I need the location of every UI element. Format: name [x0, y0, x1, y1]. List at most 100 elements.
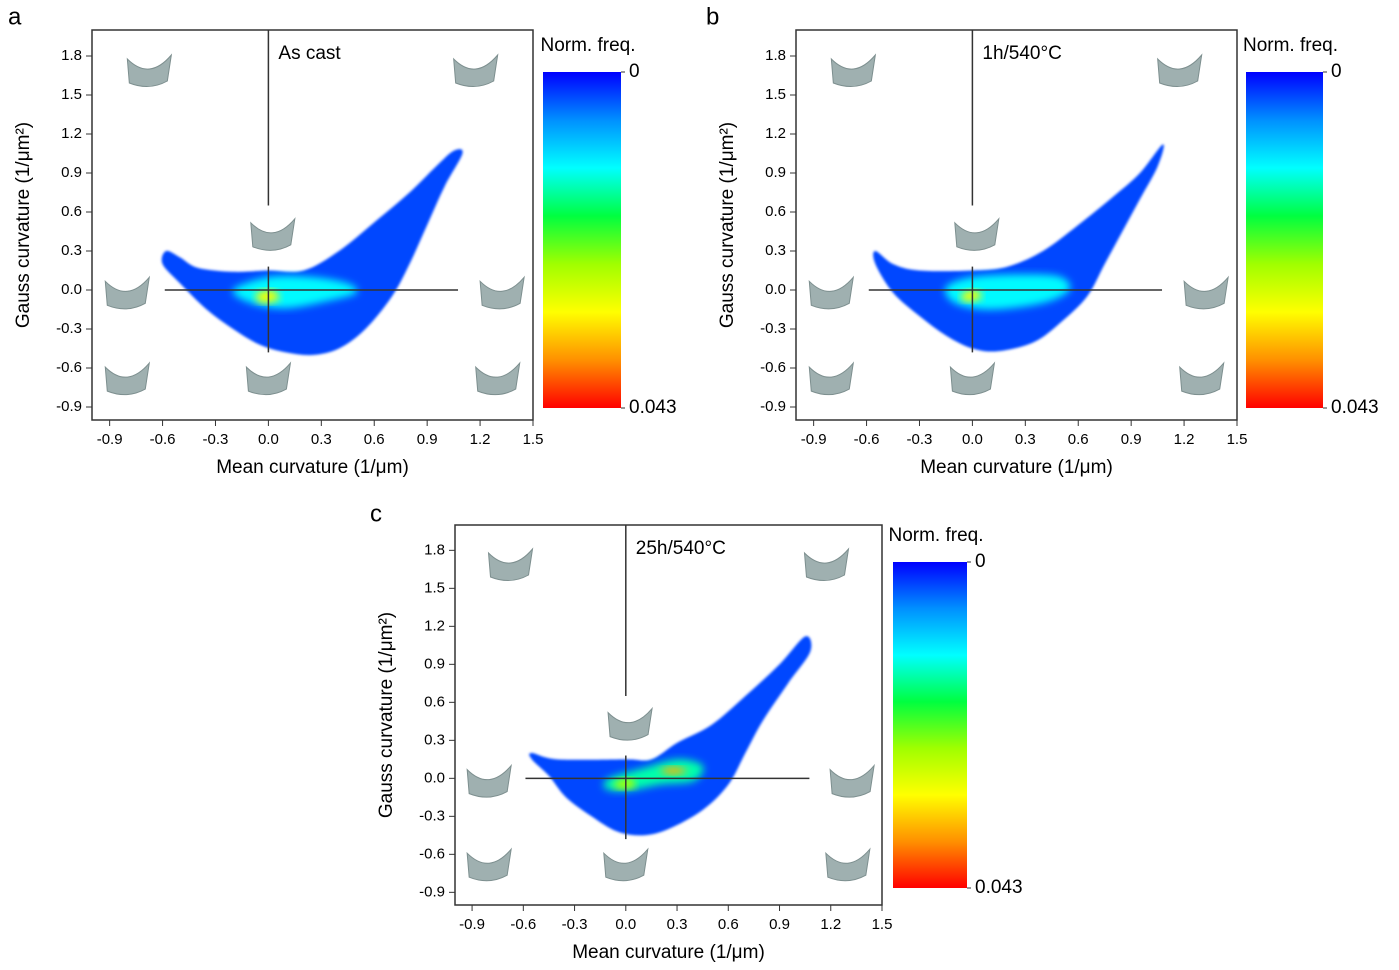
- y-tick-label: -0.6: [56, 359, 82, 376]
- x-tick-label: 0.0: [258, 431, 279, 448]
- y-tick-label: -0.9: [760, 398, 786, 415]
- surface-icon: [1157, 53, 1203, 87]
- y-tick-label: 0.3: [424, 731, 445, 748]
- colorbar-tick-label: 0: [629, 61, 640, 82]
- x-tick-label: 1.2: [1174, 431, 1195, 448]
- x-tick-label: -0.3: [907, 431, 933, 448]
- x-tick-label: 0.9: [769, 916, 790, 933]
- panel: -0.9 -0.6 -0.3 0.0 0.3 0.6 0.9 1.2 1.5 -0.9 -0.6 -0…: [706, 3, 1379, 478]
- x-tick-label: 0.6: [718, 916, 739, 933]
- x-tick-label: 0.9: [417, 431, 438, 448]
- density-contour: [161, 149, 463, 356]
- y-tick-label: 1.2: [765, 125, 786, 142]
- colorbar-tick-label: 0.043: [975, 877, 1023, 898]
- colorbar-label: Norm. freq.: [540, 35, 635, 56]
- surface-icon: [245, 361, 292, 396]
- y-tick-label: 0.0: [424, 769, 445, 786]
- surface-icon: [104, 275, 151, 310]
- panel: -0.9 -0.6 -0.3 0.0 0.3 0.6 0.9 1.2 1.5 -0.9 -0.6 -0…: [370, 500, 1023, 963]
- surface-icon: [825, 847, 871, 882]
- density-contour: [659, 766, 688, 775]
- y-axis-label: Gauss curvature (1/μm²): [376, 612, 397, 818]
- surface-icon: [1179, 361, 1225, 396]
- x-tick-label: 0.3: [311, 431, 332, 448]
- x-tick-label: 1.2: [820, 916, 841, 933]
- x-tick-label: 1.5: [872, 916, 893, 933]
- y-axis-label: Gauss curvature (1/μm²): [717, 122, 738, 328]
- y-tick-label: 1.5: [61, 86, 82, 103]
- panel-label: c: [370, 500, 382, 527]
- y-tick-label: 1.5: [765, 86, 786, 103]
- density-contour: [255, 289, 280, 304]
- y-tick-label: 0.9: [765, 164, 786, 181]
- x-axis-label: Mean curvature (1/μm): [572, 942, 765, 963]
- colorbar-label: Norm. freq.: [888, 525, 983, 546]
- surface-icon: [250, 217, 296, 251]
- surface-icon: [949, 361, 996, 396]
- x-tick-label: -0.6: [510, 916, 536, 933]
- x-tick-label: -0.9: [801, 431, 827, 448]
- x-tick-label: -0.9: [97, 431, 123, 448]
- y-axis-label: Gauss curvature (1/μm²): [13, 122, 34, 328]
- surface-icon: [104, 361, 151, 396]
- colorbar-tick-label: 0.043: [1331, 397, 1379, 418]
- x-tick-label: 0.6: [1068, 431, 1089, 448]
- surface-icon: [475, 361, 521, 396]
- surface-icon: [453, 53, 499, 87]
- surface-icon: [487, 547, 534, 581]
- y-tick-label: 0.0: [61, 281, 82, 298]
- density-contour: [614, 778, 636, 789]
- plot-frame: [454, 524, 883, 906]
- density-contour: [961, 289, 982, 302]
- x-axis-label: Mean curvature (1/μm): [216, 457, 409, 478]
- surface-icon: [607, 706, 653, 741]
- y-tick-label: -0.3: [56, 320, 82, 337]
- surface-icon: [466, 763, 512, 798]
- x-tick-label: 0.0: [615, 916, 636, 933]
- x-tick-label: 0.6: [364, 431, 385, 448]
- surface-icon: [1183, 275, 1229, 310]
- y-tick-label: 1.5: [424, 579, 445, 596]
- x-tick-label: 1.5: [523, 431, 544, 448]
- plot-frame: [795, 29, 1238, 421]
- x-tick-label: 0.3: [667, 916, 688, 933]
- y-tick-label: 1.2: [61, 125, 82, 142]
- y-tick-label: 0.9: [424, 655, 445, 672]
- x-tick-label: 0.3: [1015, 431, 1036, 448]
- surface-icon: [479, 275, 525, 310]
- y-tick-label: 0.9: [61, 164, 82, 181]
- x-axis-label: Mean curvature (1/μm): [920, 457, 1113, 478]
- x-tick-label: 0.0: [962, 431, 983, 448]
- colorbar-tick-label: 0: [975, 551, 986, 572]
- x-tick-label: -0.6: [854, 431, 880, 448]
- density-contour: [945, 274, 1071, 310]
- panel: -0.9 -0.6 -0.3 0.0 0.3 0.6 0.9 1.2 1.5 -0.9 -0.6 -0…: [8, 3, 677, 478]
- y-tick-label: 1.8: [765, 47, 786, 64]
- colorbar: [893, 562, 967, 888]
- surface-icon: [603, 847, 649, 882]
- surface-icon: [808, 275, 855, 310]
- surface-icon: [803, 547, 850, 581]
- y-tick-label: 0.6: [424, 693, 445, 710]
- panel-label: a: [8, 3, 22, 30]
- x-tick-label: -0.3: [203, 431, 229, 448]
- y-tick-label: 1.2: [424, 617, 445, 634]
- colorbar-tick-label: 0: [1331, 61, 1342, 82]
- x-tick-label: 1.2: [470, 431, 491, 448]
- y-tick-label: 0.3: [61, 242, 82, 259]
- y-tick-label: 0.0: [765, 281, 786, 298]
- colorbar: [1246, 72, 1323, 408]
- y-tick-label: -0.6: [760, 359, 786, 376]
- annotation: As cast: [278, 43, 341, 64]
- x-tick-label: 1.5: [1227, 431, 1248, 448]
- x-tick-label: 0.9: [1121, 431, 1142, 448]
- y-tick-label: 0.6: [765, 203, 786, 220]
- x-tick-label: -0.3: [562, 916, 588, 933]
- annotation: 1h/540°C: [982, 43, 1061, 64]
- colorbar-tick-label: 0.043: [629, 397, 677, 418]
- annotation: 25h/540°C: [636, 538, 726, 559]
- y-tick-label: -0.9: [419, 883, 445, 900]
- y-tick-label: 0.6: [61, 203, 82, 220]
- y-tick-label: -0.9: [56, 398, 82, 415]
